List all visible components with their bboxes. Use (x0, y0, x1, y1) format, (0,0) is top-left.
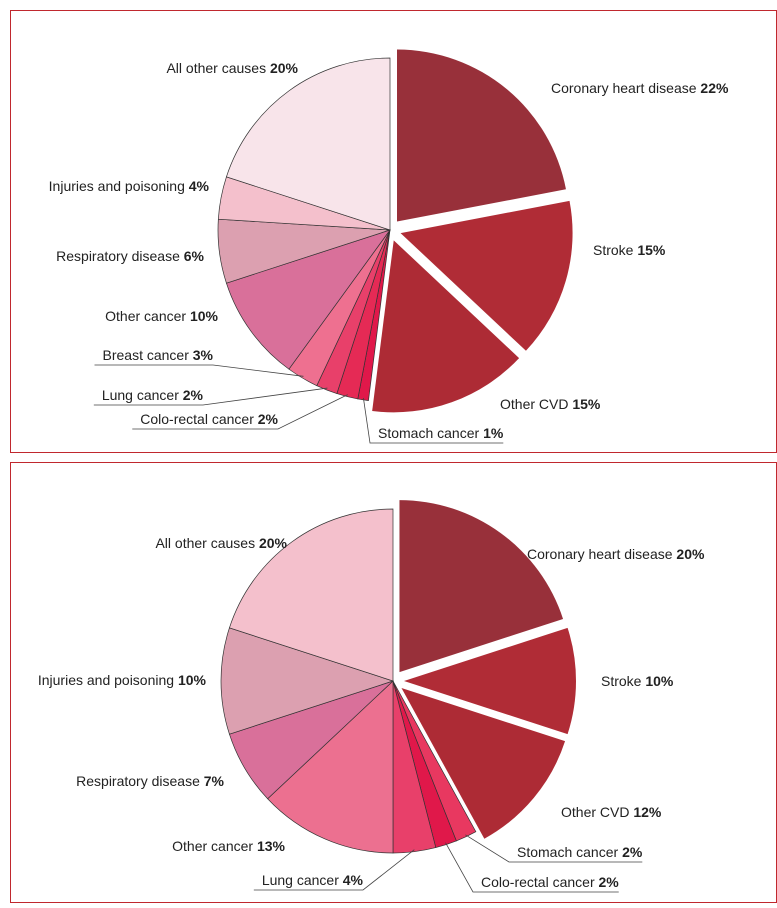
slice-name: Coronary heart disease (527, 546, 673, 562)
slice-value: 3% (193, 347, 214, 363)
slice-label: Stomach cancer 2% (517, 844, 643, 860)
pie-slice (372, 240, 520, 413)
slice-label: All other causes 20% (166, 60, 298, 76)
slice-name: Other cancer (172, 838, 253, 854)
slice-label: Lung cancer 4% (262, 872, 364, 888)
slice-value: 1% (483, 425, 504, 441)
slice-value: 2% (258, 411, 279, 427)
slice-name: Injuries and poisoning (38, 672, 174, 688)
slice-name: Other cancer (105, 308, 186, 324)
slice-label: Other cancer 13% (172, 838, 285, 854)
slice-name: Breast cancer (103, 347, 190, 363)
slice-name: Coronary heart disease (551, 80, 697, 96)
slice-value: 4% (189, 178, 210, 194)
slice-value: 15% (637, 242, 666, 258)
slice-label: Respiratory disease 6% (56, 248, 204, 264)
slice-label: Colo-rectal cancer 2% (481, 874, 619, 890)
slice-name: Lung cancer (262, 872, 339, 888)
slice-name: Stomach cancer (378, 425, 479, 441)
slice-label: Coronary heart disease 22% (551, 80, 729, 96)
slice-value: 10% (178, 672, 207, 688)
slice-label: Respiratory disease 7% (76, 773, 224, 789)
slice-value: 10% (645, 673, 674, 689)
slice-label: Injuries and poisoning 4% (49, 178, 210, 194)
slice-value: 10% (190, 308, 219, 324)
slice-label: Lung cancer 2% (102, 387, 204, 403)
pie-slice (397, 49, 566, 222)
slice-value: 2% (599, 874, 620, 890)
slice-name: Stroke (593, 242, 634, 258)
pie-slice (225, 57, 391, 231)
slice-label: Other cancer 10% (105, 308, 218, 324)
slice-value: 20% (676, 546, 705, 562)
leader-line (93, 387, 328, 406)
slice-value: 12% (633, 804, 662, 820)
slice-value: 20% (259, 535, 288, 551)
pie-slice (267, 680, 394, 854)
slice-name: Other CVD (561, 804, 629, 820)
slice-value: 20% (270, 60, 299, 76)
slice-name: Colo-rectal cancer (140, 411, 254, 427)
pie-slice (400, 200, 573, 351)
slice-value: 13% (257, 838, 286, 854)
slice-name: Respiratory disease (76, 773, 200, 789)
slice-label: Other CVD 12% (561, 804, 662, 820)
leader-line (363, 397, 504, 444)
slice-name: All other causes (155, 535, 255, 551)
leader-line (465, 834, 643, 863)
slice-value: 6% (184, 248, 205, 264)
slice-name: Other CVD (500, 396, 568, 412)
slice-value: 2% (183, 387, 204, 403)
pie-slice (220, 627, 395, 735)
slice-value: 22% (700, 80, 729, 96)
slice-value: 2% (622, 844, 643, 860)
pie-slice (399, 500, 564, 673)
slice-label: Stroke 15% (593, 242, 666, 258)
slice-name: Colo-rectal cancer (481, 874, 595, 890)
leader-line (94, 364, 304, 377)
leader-line (253, 849, 415, 891)
leader-line (445, 842, 619, 893)
slice-label: Other CVD 15% (500, 396, 601, 412)
slice-name: Injuries and poisoning (49, 178, 185, 194)
slice-label: Stomach cancer 1% (378, 425, 504, 441)
slice-name: Stomach cancer (517, 844, 618, 860)
slice-label: Coronary heart disease 20% (527, 546, 705, 562)
slice-value: 4% (343, 872, 364, 888)
slice-label: Breast cancer 3% (103, 347, 214, 363)
pie-slice (404, 627, 577, 735)
slice-name: Lung cancer (102, 387, 179, 403)
slice-value: 15% (572, 396, 601, 412)
slice-value: 7% (204, 773, 225, 789)
leader-line (132, 394, 348, 430)
slice-label: Colo-rectal cancer 2% (140, 411, 278, 427)
pie-slice (401, 688, 566, 839)
slice-label: Stroke 10% (601, 673, 674, 689)
slice-name: Stroke (601, 673, 642, 689)
slice-name: All other causes (166, 60, 266, 76)
slice-name: Respiratory disease (56, 248, 180, 264)
pie-slice (225, 229, 391, 370)
slice-label: All other causes 20% (155, 535, 287, 551)
pie-slice (228, 508, 394, 682)
slice-label: Injuries and poisoning 10% (38, 672, 207, 688)
